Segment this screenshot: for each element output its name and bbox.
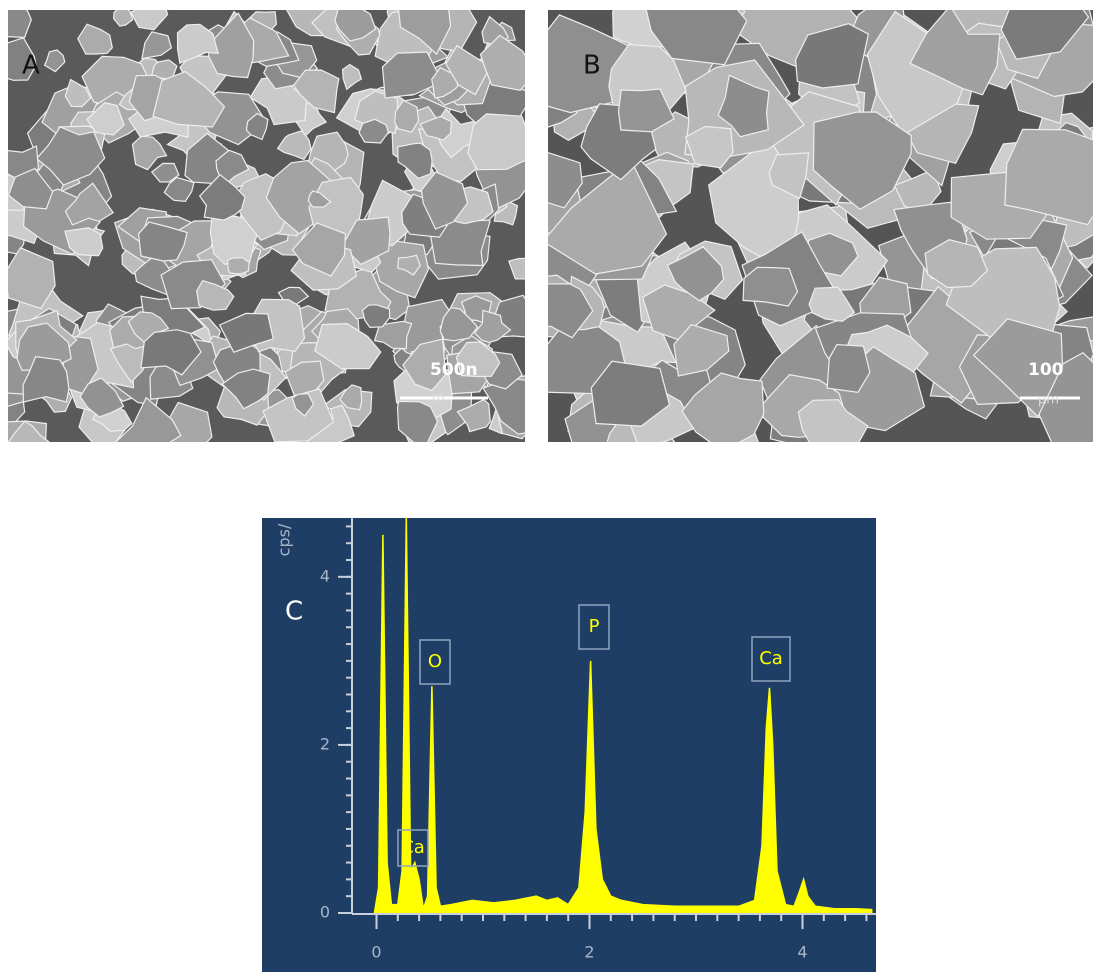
peak-label: O (428, 651, 442, 672)
x-tick-label: 4 (797, 943, 807, 962)
x-tick-label: 0 (371, 943, 381, 962)
scale-unit: m (432, 392, 445, 407)
panel-label: B (583, 51, 601, 81)
scale-unit: μm (1038, 393, 1059, 408)
flake (743, 267, 797, 306)
flake (0, 1, 31, 37)
scale-label: 100 (1028, 360, 1064, 380)
flake (228, 258, 250, 274)
sem-image-a (0, 0, 544, 463)
panel-label: A (22, 51, 40, 81)
x-tick-label: 2 (584, 943, 594, 962)
peak-label: P (589, 616, 600, 637)
scale-label: 500n (430, 360, 478, 380)
peak-label: Ca (401, 837, 425, 858)
panel-label: C (285, 597, 303, 627)
page: A B 500n m 100 μm 024024cps/CCaOPCa (() … (0, 0, 1096, 976)
peak-label: Ca (759, 648, 783, 669)
y-tick-label: 0 (320, 903, 330, 922)
y-tick-label: 4 (320, 566, 330, 585)
y-axis-label: cps/ (275, 523, 294, 556)
eds-chart: 0 2 4 0 2 4 cps/C Ca O P Ca (262, 518, 876, 972)
flake (468, 114, 543, 170)
figure: A B 500n m 100 μm 0 2 4 0 2 4 cps/C Ca O P Ca (0, 0, 1096, 972)
y-tick-label: 2 (320, 734, 330, 753)
